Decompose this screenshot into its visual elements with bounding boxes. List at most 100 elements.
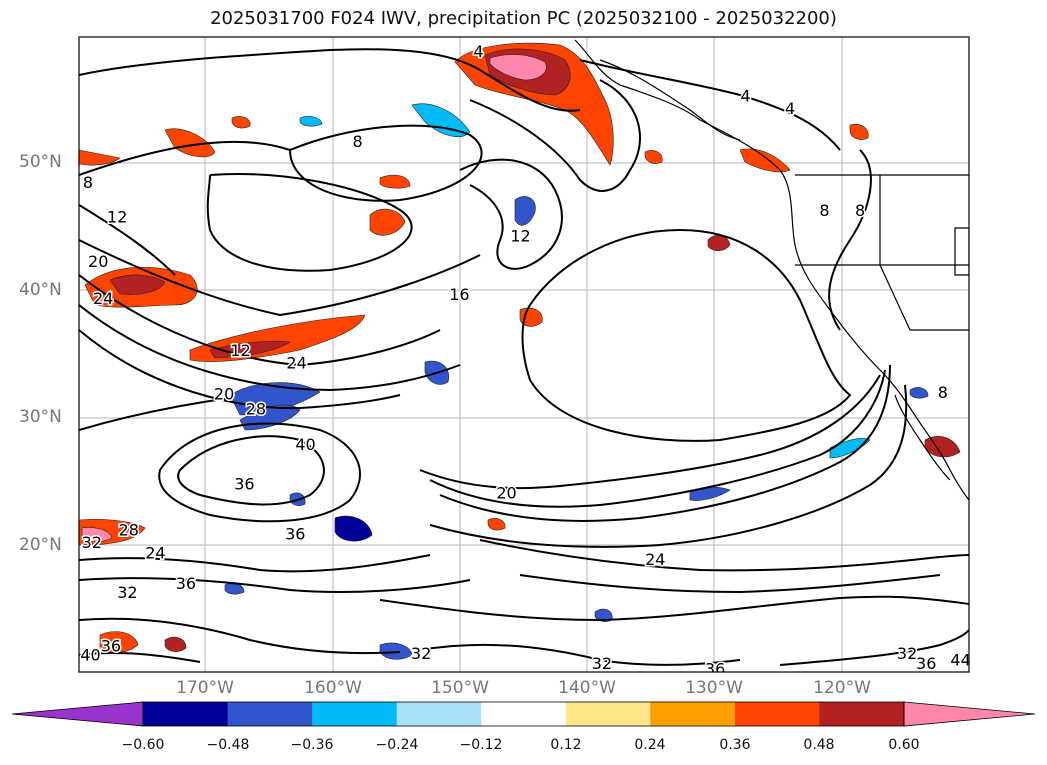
contour-label: 20 (496, 484, 516, 503)
negative-anomaly-10 (299, 116, 323, 127)
contour-label: 32 (411, 644, 431, 663)
contour-label: 36 (234, 475, 254, 494)
colorbar-tick: 0.12 (550, 737, 582, 753)
contour-24-east (79, 329, 401, 410)
contour-12-east-loop (521, 228, 852, 442)
contour-4-north (79, 48, 581, 112)
negative-anomaly-4 (411, 103, 471, 137)
coastline (574, 39, 969, 501)
precip-negative-shading (224, 103, 929, 660)
contour-label: 4 (785, 99, 795, 118)
coastline-north-america (574, 39, 969, 501)
negative-anomaly-7 (379, 642, 413, 660)
colorbar-segment (734, 702, 820, 726)
colorbar-segment (227, 702, 313, 726)
contour-24 (79, 304, 461, 392)
contour-8-east (469, 79, 641, 192)
lon-label-120w: 120°W (813, 678, 871, 698)
map-frame (78, 36, 970, 673)
precip-positive-shading (79, 42, 961, 654)
lon-label-130w: 130°W (685, 678, 743, 698)
lat-label-20n: 20°N (19, 535, 62, 555)
contour-label: 8 (353, 132, 363, 151)
colorbar (11, 701, 1036, 727)
contour-4-coast (579, 59, 841, 151)
negative-anomaly-6 (334, 515, 373, 542)
negative-anomaly-13 (909, 387, 929, 399)
contour-label: 24 (286, 354, 306, 373)
contour-label: 12 (230, 341, 250, 360)
contour-label: 36 (705, 659, 725, 678)
contour-36 (158, 422, 361, 523)
contour-24-south (479, 539, 969, 572)
colorbar-segment (819, 702, 905, 726)
negative-anomaly-5 (514, 196, 536, 226)
contour-label: 24 (145, 543, 165, 562)
colorbar-segment (396, 702, 482, 726)
map-title: 2025031700 F024 IWV, precipitation PC (2… (210, 8, 837, 29)
contour-label: 28 (119, 521, 139, 540)
colorbar-tick: 0.24 (634, 737, 666, 753)
contour-24-wave (429, 369, 886, 508)
contour-label: 12 (107, 207, 127, 226)
positive-anomaly-coast (739, 148, 791, 173)
contour-12-ridge (206, 173, 413, 272)
colorbar-tick: −0.36 (290, 737, 334, 753)
colorbar-frame (142, 701, 905, 727)
contour-label: 32 (592, 654, 612, 673)
coastline-alaska-islands (599, 59, 741, 141)
positive-anomaly-nw-1 (164, 128, 216, 158)
contour-label: 4 (473, 42, 483, 61)
lon-label-160w: 160°W (304, 678, 362, 698)
lon-label-170w: 170°W (176, 678, 234, 698)
positive-anomaly-spot-3 (231, 116, 251, 129)
colorbar-segment (143, 702, 229, 726)
contour-east-1 (828, 149, 872, 331)
positive-anomaly-sw-3 (164, 636, 187, 652)
contour-40 (177, 435, 325, 506)
state-border-5 (879, 264, 969, 331)
state-border-4 (954, 227, 969, 276)
contour-sw-1 (79, 617, 401, 655)
contour-label: 24 (645, 550, 665, 569)
contour-20 (79, 274, 441, 367)
contour-28 (79, 397, 231, 431)
positive-anomaly-sw-core (81, 527, 113, 543)
lon-label-140w: 140°W (558, 678, 616, 698)
contour-label: 44 (950, 650, 970, 669)
colorbar-tick: −0.24 (375, 737, 419, 753)
positive-anomaly-west-core (109, 274, 166, 295)
contour-label: 28 (246, 400, 266, 419)
contour-36-se (779, 629, 969, 666)
contour-label: 32 (117, 583, 137, 602)
positive-anomaly-spot-1 (707, 234, 731, 252)
colorbar-segment (650, 702, 736, 726)
positive-anomaly-sw-2 (99, 631, 139, 654)
contour-label: 8 (83, 173, 93, 192)
colorbar-segments (143, 702, 905, 726)
contour-8 (79, 140, 291, 176)
positive-anomaly-spot-2 (849, 123, 869, 140)
contour-label: 40 (295, 435, 315, 454)
contour-36-south (79, 577, 471, 593)
lat-label-30n: 30°N (19, 407, 62, 427)
colorbar-tick: −0.48 (206, 737, 250, 753)
contour-32-south-2 (419, 643, 741, 666)
colorbar-segment (312, 702, 398, 726)
lon-label-150w: 150°W (431, 678, 489, 698)
colorbar-tick: 0.48 (803, 737, 835, 753)
negative-anomaly-9 (829, 438, 871, 459)
contour-label: 20 (88, 252, 108, 271)
coastline-baja (894, 394, 951, 481)
contour-28-south (519, 574, 941, 594)
contour-28-wave (439, 364, 891, 522)
colorbar-tick: −0.12 (459, 737, 503, 753)
lat-label-50n: 50°N (19, 152, 62, 172)
contour-label: 12 (510, 226, 530, 245)
colorbar-tick: 0.60 (888, 737, 920, 753)
positive-anomaly-spot-4 (644, 150, 663, 164)
contour-label: 36 (101, 636, 121, 655)
